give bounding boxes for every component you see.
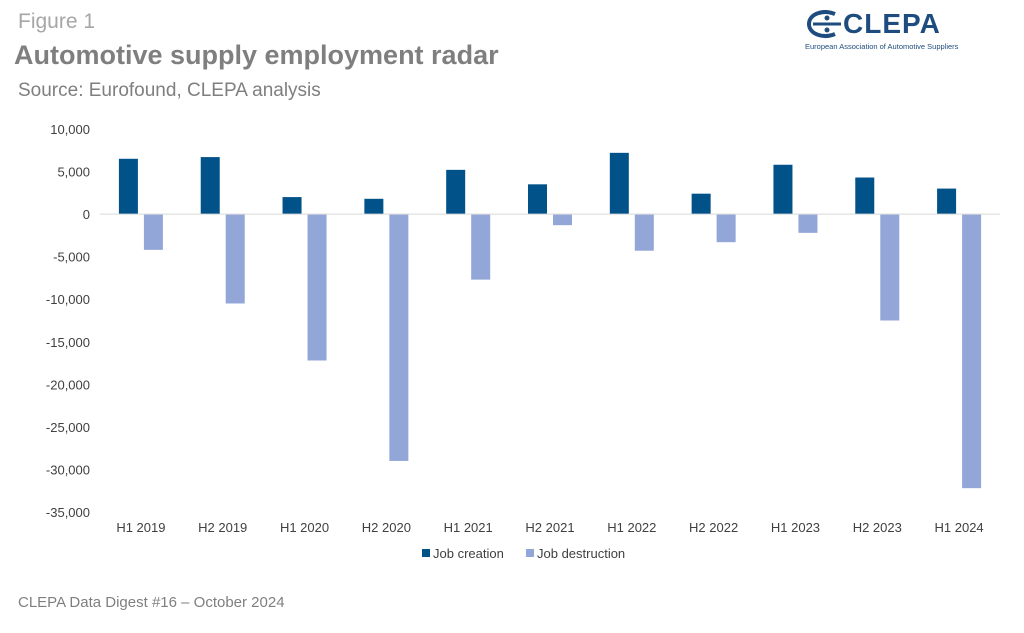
- x-tick-label: H1 2020: [280, 520, 329, 535]
- y-tick-label: -30,000: [46, 462, 90, 477]
- y-tick-label: 10,000: [50, 122, 90, 137]
- footer-note: CLEPA Data Digest #16 – October 2024: [18, 594, 285, 611]
- x-tick-label: H2 2023: [853, 520, 902, 535]
- x-tick-label: H1 2024: [935, 520, 984, 535]
- clepa-logo-wordmark: CLEPA: [843, 8, 941, 39]
- job-destruction-bar: [553, 214, 572, 226]
- job-creation-bar: [364, 198, 384, 215]
- y-tick-label: -35,000: [46, 505, 90, 520]
- bar-series: [118, 152, 982, 489]
- x-tick-label: H1 2019: [116, 520, 165, 535]
- legend-swatch: [422, 549, 430, 557]
- legend-swatch: [526, 549, 534, 557]
- legend-item-job-destruction: Job destruction: [526, 546, 625, 561]
- job-creation-bar: [691, 193, 711, 215]
- job-destruction-bar: [798, 214, 818, 233]
- clepa-logo-tagline: European Association of Automotive Suppl…: [805, 42, 959, 51]
- chart-source: Source: Eurofound, CLEPA analysis: [18, 80, 321, 101]
- x-tick-label: H2 2019: [198, 520, 247, 535]
- x-tick-label: H2 2020: [362, 520, 411, 535]
- job-creation-bar: [118, 158, 138, 215]
- x-tick-label: H2 2021: [525, 520, 574, 535]
- legend-label: Job destruction: [537, 546, 625, 561]
- job-creation-bar: [282, 197, 302, 215]
- y-tick-label: -10,000: [46, 292, 90, 307]
- job-destruction-bar: [471, 214, 491, 280]
- x-axis: H1 2019 H2 2019 H1 2020 H2 2020 H1 2021 H2 20…: [116, 520, 983, 535]
- x-tick-label: H1 2023: [771, 520, 820, 535]
- job-destruction-bar: [389, 214, 409, 461]
- job-destruction-bar: [225, 214, 245, 304]
- chart-title: Automotive supply employment radar: [14, 40, 499, 70]
- figure-label: Figure 1: [18, 10, 96, 33]
- job-creation-bar: [446, 169, 466, 215]
- y-tick-label: 0: [83, 207, 90, 222]
- job-creation-bar: [200, 157, 220, 215]
- clepa-logo: CLEPA European Association of Automotive…: [805, 8, 965, 54]
- clepa-logo-mark-icon: [806, 10, 841, 38]
- job-creation-bar: [528, 184, 547, 215]
- legend-label: Job creation: [433, 546, 504, 561]
- y-tick-label: -20,000: [46, 377, 90, 392]
- job-destruction-bar: [143, 214, 163, 250]
- job-destruction-bar: [880, 214, 900, 321]
- job-destruction-bar: [716, 214, 736, 243]
- y-tick-label: -5,000: [53, 250, 90, 265]
- x-tick-label: H1 2022: [607, 520, 656, 535]
- y-tick-label: 5,000: [57, 165, 90, 180]
- x-tick-label: H1 2021: [444, 520, 493, 535]
- job-creation-bar: [773, 164, 793, 215]
- x-tick-label: H2 2022: [689, 520, 738, 535]
- y-tick-label: -15,000: [46, 335, 90, 350]
- chart-legend: Job creation Job destruction: [422, 546, 625, 561]
- y-tick-label: -25,000: [46, 420, 90, 435]
- job-destruction-bar: [307, 214, 327, 361]
- job-creation-bar: [937, 188, 957, 215]
- job-destruction-bar: [962, 214, 982, 489]
- job-destruction-bar: [634, 214, 654, 251]
- job-creation-bar: [855, 177, 875, 215]
- job-creation-bar: [609, 152, 629, 215]
- legend-item-job-creation: Job creation: [422, 546, 504, 561]
- y-axis: 10,000 5,000 0 -5,000 -10,000 -15,000 -20,000 -…: [46, 122, 90, 520]
